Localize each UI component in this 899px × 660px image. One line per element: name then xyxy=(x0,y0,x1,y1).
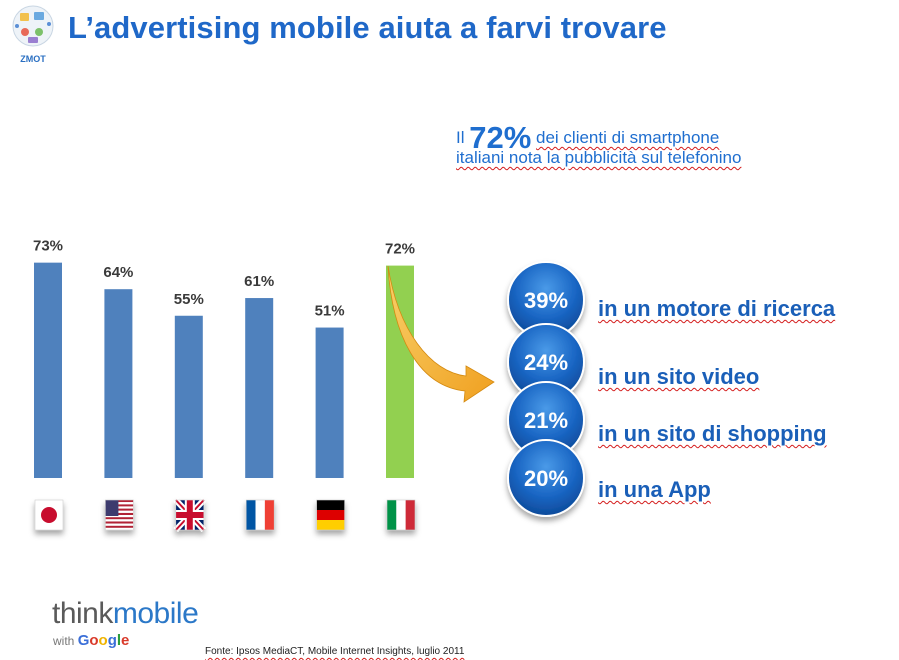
japan-flag-icon xyxy=(34,499,64,531)
headline-percent: 72% xyxy=(469,120,532,155)
uk-flag-icon xyxy=(173,497,206,533)
google-logo: Google xyxy=(77,632,130,649)
zmot-logo: ZMOT xyxy=(8,4,58,68)
thinkmobile-logo: thinkmobile xyxy=(52,597,199,631)
breakdown-label: in un sito di shopping xyxy=(598,421,827,446)
italy-flag-icon xyxy=(386,499,416,531)
breakdown-label: in un sito video xyxy=(598,364,760,389)
breakdown-value: 24% xyxy=(524,350,568,375)
bar-value-label: 72% xyxy=(385,241,415,258)
bar-value-label: 51% xyxy=(315,303,345,320)
bar-japan xyxy=(34,262,62,478)
zmot-logo-text: ZMOT xyxy=(20,54,46,64)
bar-value-label: 55% xyxy=(174,291,204,308)
bar-germany xyxy=(315,327,344,478)
bar-uk xyxy=(174,315,203,478)
bar-value-label: 64% xyxy=(103,264,133,281)
breakdown-label: in una App xyxy=(598,477,711,502)
source-text: Fonte: Ipsos MediaCT, Mobile Internet In… xyxy=(205,646,465,657)
bar-value-label: 61% xyxy=(244,273,274,290)
headline: Il 72% dei clienti di smartphone italian… xyxy=(456,122,741,169)
bar-italy xyxy=(386,265,414,478)
brand-think: think xyxy=(52,597,113,630)
source-note: Fonte: Ipsos MediaCT, Mobile Internet In… xyxy=(205,646,464,657)
with-google: with Google xyxy=(53,632,129,649)
germany-flag-icon xyxy=(316,499,345,531)
breakdown-value: 39% xyxy=(524,288,568,313)
headline-rest: dei clienti di smartphone xyxy=(536,128,720,147)
breakdown-value: 21% xyxy=(524,408,568,433)
breakdown-bubble: 20% xyxy=(507,439,585,517)
bar-usa xyxy=(104,289,133,478)
breakdown-bubble: 24% xyxy=(507,323,585,401)
breakdown-label: in un motore di ricerca xyxy=(598,296,836,321)
callout-arrow xyxy=(387,265,495,403)
usa-flag-icon xyxy=(105,499,134,531)
brand-mobile: mobile xyxy=(112,597,199,630)
breakdown-value: 20% xyxy=(524,466,568,491)
headline-line2: italiani nota la pubblicità sul telefoni… xyxy=(456,148,742,167)
brand-with: with xyxy=(53,634,75,648)
bar-france xyxy=(245,298,274,478)
headline-prefix: Il xyxy=(456,128,465,147)
bar-value-label: 73% xyxy=(33,238,63,255)
france-flag-icon xyxy=(245,499,275,531)
page-title: L’advertising mobile aiuta a farvi trova… xyxy=(68,10,667,45)
